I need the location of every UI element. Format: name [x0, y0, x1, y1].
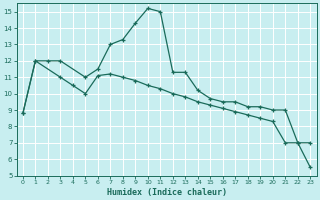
X-axis label: Humidex (Indice chaleur): Humidex (Indice chaleur): [107, 188, 227, 197]
